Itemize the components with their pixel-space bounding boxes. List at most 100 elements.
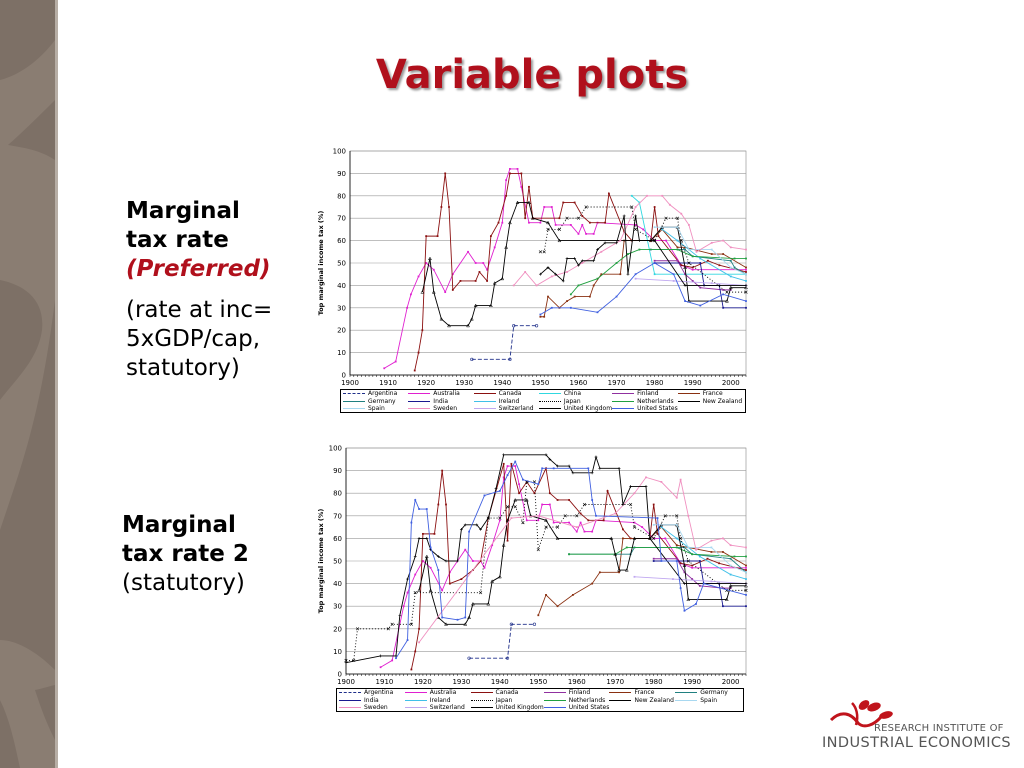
data-point [568,553,570,556]
data-point [596,277,599,280]
data-point [383,367,386,370]
data-point [451,273,454,276]
y-tick-label: 30 [333,603,342,611]
data-point [520,172,523,175]
data-point [656,532,659,535]
legend-item: Australia [408,390,473,398]
data-point [459,280,462,282]
y-tick-label: 70 [337,215,346,223]
data-point [528,513,533,518]
data-point [420,290,425,294]
data-point [518,492,520,495]
legend-swatch [543,699,566,701]
data-point [444,172,447,175]
data-point [550,306,553,309]
data-point [710,241,713,244]
legend-label: New Zealand [702,397,743,405]
data-point [355,627,360,631]
legend-item: Switzerland [404,704,471,712]
data-point [398,613,402,617]
data-point [633,227,638,232]
data-point [653,262,656,264]
data-point [687,261,691,265]
data-point [460,578,463,580]
legend-label: United States [568,704,610,711]
data-point [587,519,590,522]
data-point [543,206,546,208]
data-point [483,566,486,569]
data-point [486,268,488,271]
data-point [615,295,618,298]
data-point [744,588,748,592]
data-point [513,497,518,502]
series-line [421,202,746,327]
series-line [418,476,747,643]
data-point [661,228,664,231]
data-point [418,641,420,644]
data-point [622,528,624,531]
data-point [429,566,432,569]
data-point [729,246,732,249]
data-point [710,282,713,285]
data-point [672,578,674,580]
data-point [417,537,421,540]
data-point [535,284,538,287]
data-point [509,168,511,170]
data-point [557,227,562,232]
data-point [745,555,747,558]
data-point [515,200,520,204]
data-point [675,557,678,560]
label-line: tax rate [126,227,229,253]
data-point [596,248,599,251]
data-point [728,583,733,588]
legend-label: Switzerland [498,405,534,412]
data-point [555,536,560,540]
data-point [652,536,656,541]
data-point [603,241,607,245]
data-point [642,228,645,231]
data-point [552,521,555,524]
series-japan [344,480,748,663]
legend-swatch [470,707,493,709]
data-point [594,455,598,459]
data-point [691,578,694,580]
data-point [687,248,690,251]
data-point [514,460,517,463]
data-point [672,273,675,276]
data-point [447,323,451,328]
data-point [745,273,747,276]
data-point [660,526,663,528]
data-point [492,281,497,285]
legend-swatch [404,692,427,694]
data-point [414,573,417,576]
data-point [413,555,417,558]
data-point [425,262,428,264]
data-point [691,255,694,258]
data-point [469,316,474,321]
data-point [467,656,471,660]
data-point [663,514,667,518]
data-point [563,514,567,518]
y-tick-label: 0 [338,671,342,679]
y-tick-label: 80 [333,490,342,498]
legend-swatch [408,408,431,410]
x-tick-label: 1960 [570,379,588,387]
legend-swatch [538,400,561,402]
data-point [417,275,420,278]
data-point [653,239,657,242]
legend-label: Finland [637,390,659,397]
data-point [648,537,652,540]
x-tick-label: 1980 [645,678,663,686]
data-point [379,666,382,669]
data-point [425,235,428,238]
y-tick-label: 40 [333,580,342,588]
data-point [710,580,713,583]
data-point [482,262,485,264]
x-tick-label: 1990 [683,678,701,686]
data-point [436,555,440,558]
series-netherlands [569,248,747,296]
legend-label: Argentina [364,689,394,696]
data-point [744,290,748,294]
data-point [520,185,523,188]
data-point [608,192,610,195]
